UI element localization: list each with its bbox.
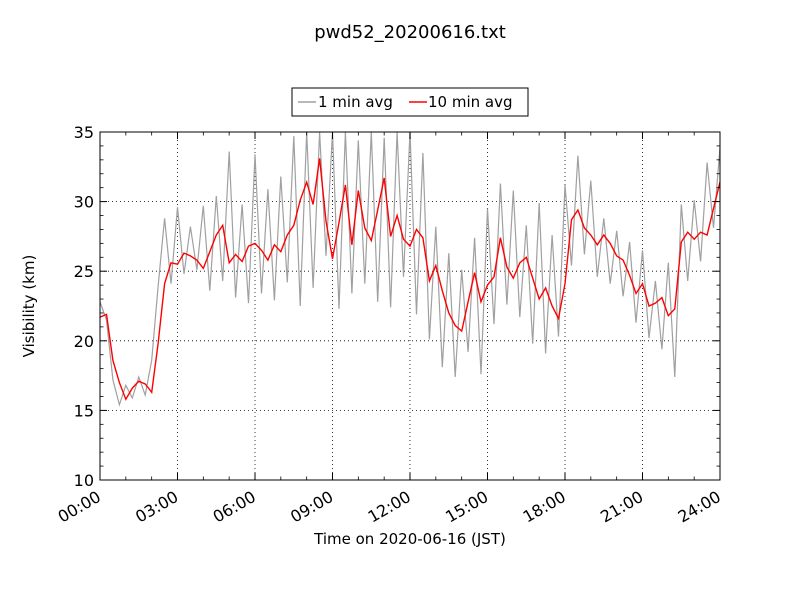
y-tick-label: 20 [74,332,94,351]
series-line-1min-avg [100,132,720,407]
series-layer [100,132,720,407]
y-axis-label: Visibility (km) [20,255,38,358]
legend-label-1min: 1 min avg [318,93,393,111]
y-tick-label: 15 [74,401,94,420]
series-line-10min-avg [100,158,720,401]
y-tick-label: 10 [74,471,94,490]
x-axis-label: Time on 2020-06-16 (JST) [313,530,506,548]
legend: 1 min avg 10 min avg [291,87,529,117]
grid [100,132,720,480]
legend-label-10min: 10 min avg [428,93,513,111]
y-tick-label: 30 [74,193,94,212]
chart-title: pwd52_20200616.txt [314,22,506,43]
y-tick-label: 35 [74,123,94,142]
plot-area [100,132,720,480]
y-tick-label: 25 [74,262,94,281]
